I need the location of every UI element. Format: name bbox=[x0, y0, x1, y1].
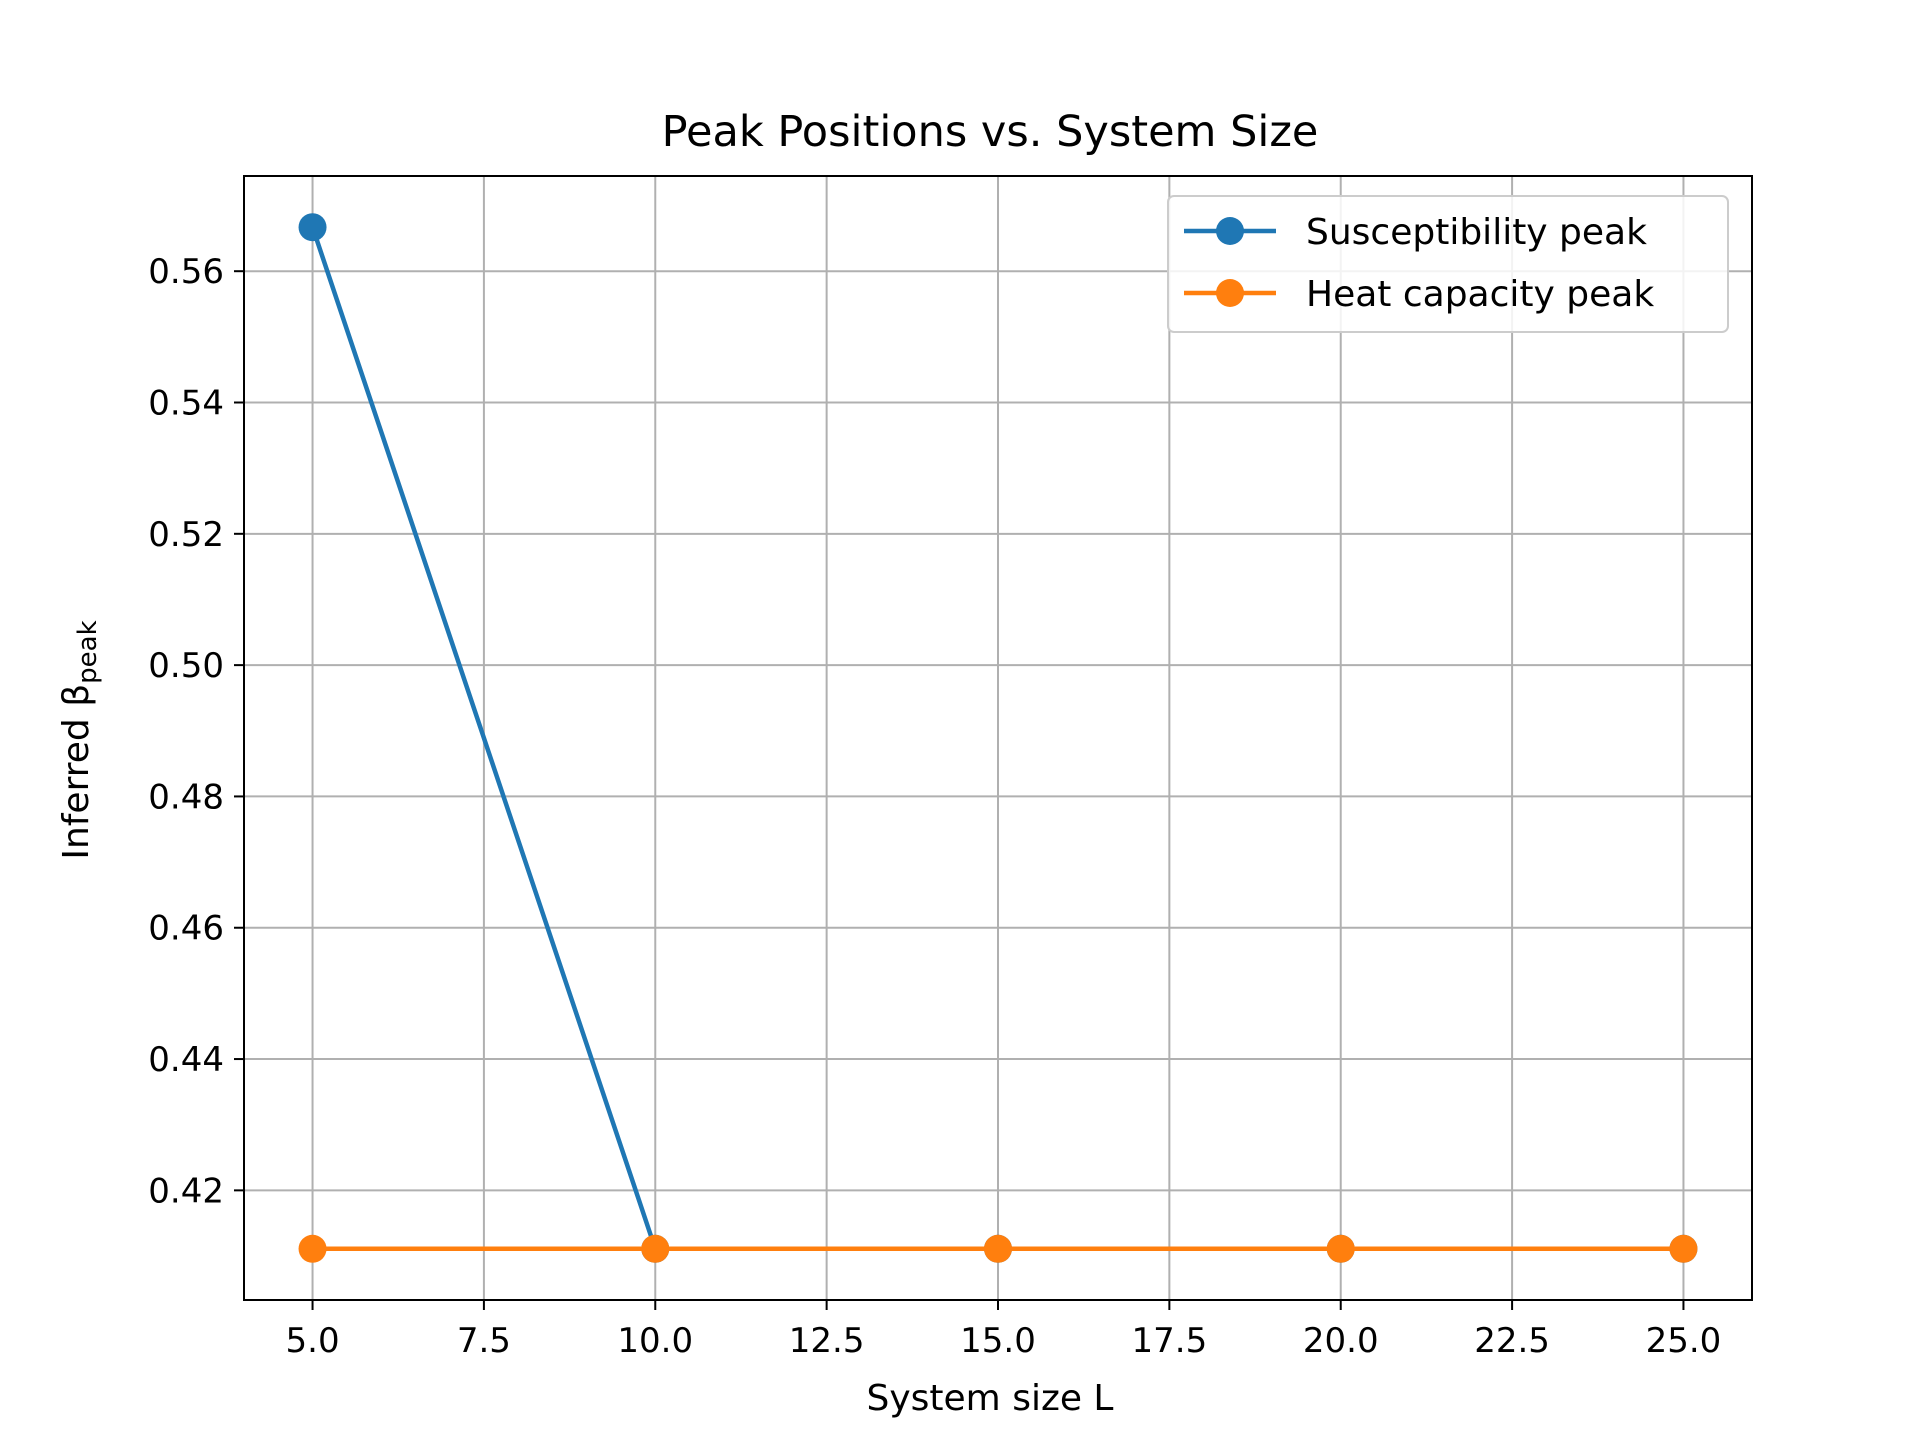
y-tick-label: 0.42 bbox=[148, 1171, 224, 1211]
y-tick-label: 0.50 bbox=[148, 646, 224, 686]
x-tick-label: 20.0 bbox=[1303, 1321, 1379, 1361]
x-tick-label: 15.0 bbox=[960, 1321, 1036, 1361]
legend-box bbox=[1167, 195, 1729, 333]
data-point-heat-capacity-peak bbox=[298, 1234, 327, 1263]
legend-entry-susceptibility: Susceptibility peak bbox=[1184, 212, 1647, 253]
y-axis-ticks: 0.42 0.44 0.46 0.48 0.50 0.52 0.54 0.56 bbox=[148, 252, 244, 1211]
x-tick-label: 22.5 bbox=[1474, 1321, 1550, 1361]
data-point-heat-capacity-peak bbox=[984, 1234, 1012, 1263]
legend-label-susceptibility: Susceptibility peak bbox=[1306, 212, 1647, 253]
y-tick-label: 0.48 bbox=[148, 777, 224, 817]
x-tick-label: 7.5 bbox=[457, 1321, 511, 1361]
series-heat-capacity-peak bbox=[298, 1234, 1698, 1263]
legend-entry-heat-capacity: Heat capacity peak bbox=[1184, 274, 1654, 315]
y-axis-label-subscript: peak bbox=[73, 620, 103, 684]
y-axis-label-group: Inferred βpeak bbox=[56, 620, 103, 859]
series-layer bbox=[298, 213, 1698, 1263]
x-axis-label: System size L bbox=[867, 1378, 1114, 1419]
data-point-heat-capacity-peak bbox=[1669, 1234, 1698, 1263]
grid bbox=[244, 176, 1752, 1300]
x-tick-label: 5.0 bbox=[286, 1321, 340, 1361]
y-axis-label: Inferred βpeak bbox=[56, 620, 103, 859]
chart-title: Peak Positions vs. System Size bbox=[662, 107, 1319, 157]
y-tick-label: 0.44 bbox=[148, 1040, 224, 1080]
x-axis-ticks: 5.0 7.5 10.0 12.5 15.0 17.5 20.0 22.5 25.0 bbox=[286, 1300, 1722, 1361]
legend-label-heat-capacity: Heat capacity peak bbox=[1306, 274, 1654, 315]
y-tick-label: 0.46 bbox=[148, 909, 224, 949]
y-tick-label: 0.54 bbox=[148, 384, 224, 424]
data-point-heat-capacity-peak bbox=[641, 1234, 670, 1263]
x-tick-label: 25.0 bbox=[1646, 1321, 1722, 1361]
x-tick-label: 10.0 bbox=[617, 1321, 693, 1361]
data-point-heat-capacity-peak bbox=[1326, 1234, 1355, 1263]
legend-marker-susceptibility bbox=[1216, 217, 1244, 245]
y-tick-label: 0.56 bbox=[148, 252, 224, 292]
x-tick-label: 12.5 bbox=[789, 1321, 865, 1361]
data-point-susceptibility-peak bbox=[298, 213, 327, 242]
y-tick-label: 0.52 bbox=[148, 515, 224, 555]
legend: Susceptibility peak Heat capacity peak bbox=[1167, 195, 1729, 333]
y-axis-label-main: Inferred β bbox=[56, 684, 97, 860]
legend-marker-heat-capacity bbox=[1216, 279, 1244, 307]
x-tick-label: 17.5 bbox=[1132, 1321, 1208, 1361]
